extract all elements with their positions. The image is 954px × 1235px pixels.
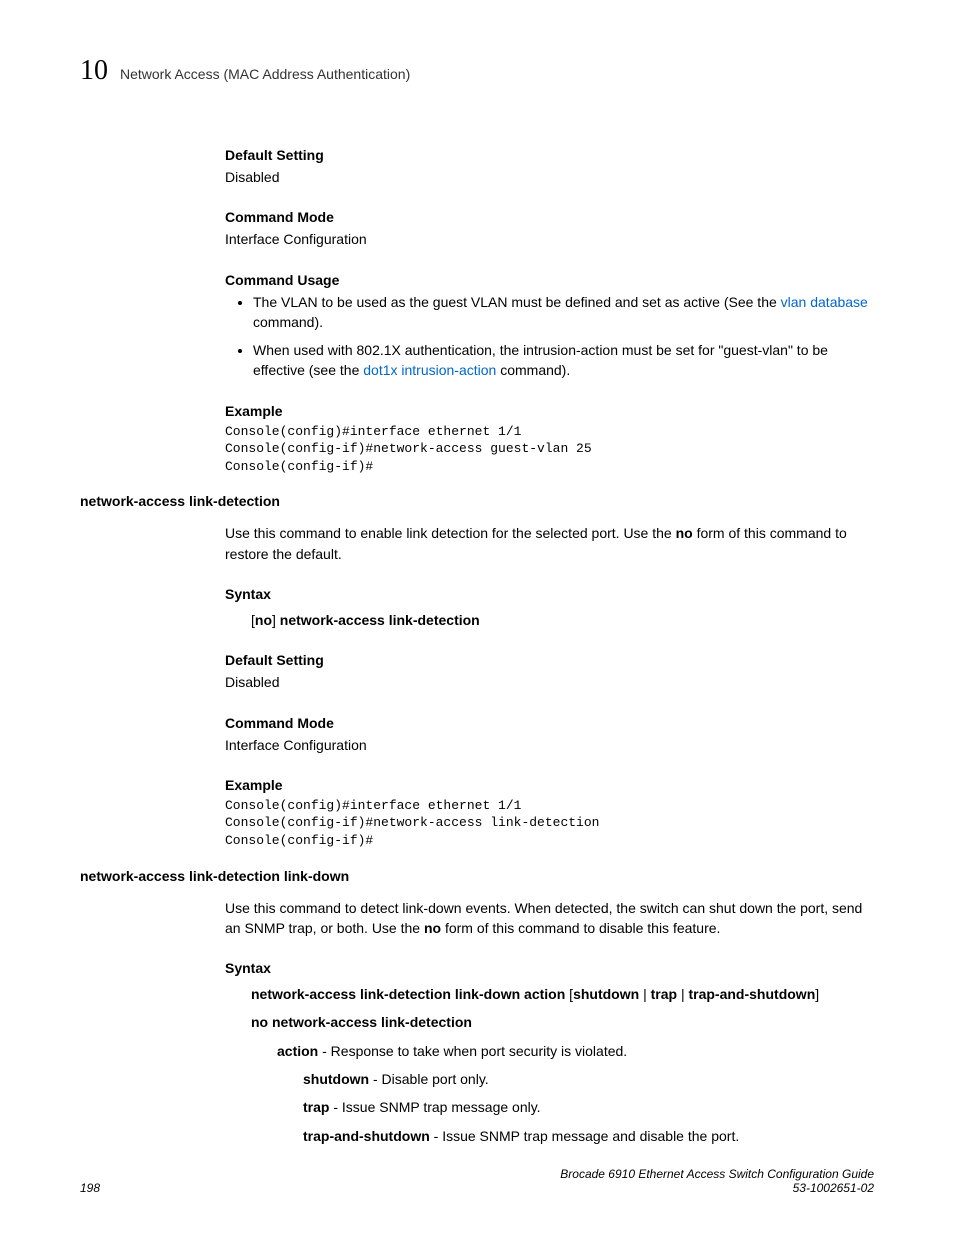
example-code: Console(config)#interface ethernet 1/1 C…: [225, 423, 874, 476]
text: |: [639, 986, 650, 1002]
param-desc: - Disable port only.: [369, 1071, 489, 1087]
param-shutdown: shutdown - Disable port only.: [303, 1069, 874, 1089]
syntax-line: [no] network-access link-detection: [251, 610, 874, 630]
syntax-command: network-access link-detection: [280, 612, 480, 628]
usage-list: The VLAN to be used as the guest VLAN mu…: [225, 292, 874, 381]
chapter-number: 10: [80, 55, 108, 87]
heading-syntax: Syntax: [225, 586, 874, 602]
text: command).: [496, 362, 570, 378]
dot1x-intrusion-link[interactable]: dot1x intrusion-action: [363, 362, 496, 378]
param-trap-and-shutdown: trap-and-shutdown - Issue SNMP trap mess…: [303, 1126, 874, 1146]
command-description: Use this command to enable link detectio…: [225, 523, 874, 564]
heading-default-setting: Default Setting: [225, 147, 874, 163]
param-name: trap-and-shutdown: [303, 1128, 430, 1144]
page-number: 198: [80, 1181, 100, 1195]
chapter-title: Network Access (MAC Address Authenticati…: [120, 66, 410, 82]
command-name: network-access link-detection: [80, 493, 874, 509]
mode-value: Interface Configuration: [225, 229, 874, 249]
text: ]: [815, 986, 819, 1002]
usage-item: The VLAN to be used as the guest VLAN mu…: [253, 292, 874, 333]
syntax-line: network-access link-detection link-down …: [251, 984, 874, 1004]
heading-example: Example: [225, 777, 874, 793]
no-keyword: no: [424, 920, 441, 936]
no-keyword: no: [255, 612, 272, 628]
doc-number: 53-1002651-02: [560, 1181, 874, 1195]
heading-command-mode: Command Mode: [225, 715, 874, 731]
syntax-command: network-access link-detection link-down …: [251, 986, 565, 1002]
text: ]: [272, 612, 280, 628]
page-footer: 198 Brocade 6910 Ethernet Access Switch …: [80, 1167, 874, 1195]
doc-title: Brocade 6910 Ethernet Access Switch Conf…: [560, 1167, 874, 1181]
param-trap: trap - Issue SNMP trap message only.: [303, 1097, 874, 1117]
page-header: 10 Network Access (MAC Address Authentic…: [80, 55, 874, 87]
param-name: trap: [303, 1099, 329, 1115]
syntax-option: trap: [651, 986, 677, 1002]
param-action: action - Response to take when port secu…: [277, 1041, 874, 1061]
footer-right: Brocade 6910 Ethernet Access Switch Conf…: [560, 1167, 874, 1195]
syntax-option: shutdown: [573, 986, 639, 1002]
syntax-option: trap-and-shutdown: [688, 986, 815, 1002]
param-name: action: [277, 1043, 318, 1059]
heading-syntax: Syntax: [225, 960, 874, 976]
page-container: 10 Network Access (MAC Address Authentic…: [0, 0, 954, 1235]
command-name: network-access link-detection link-down: [80, 868, 874, 884]
vlan-database-link[interactable]: vlan database: [781, 294, 868, 310]
text: |: [677, 986, 688, 1002]
default-value: Disabled: [225, 167, 874, 187]
param-desc: - Response to take when port security is…: [318, 1043, 627, 1059]
command-description: Use this command to detect link-down eve…: [225, 898, 874, 939]
syntax-no-form: no network-access link-detection: [251, 1014, 472, 1030]
heading-example: Example: [225, 403, 874, 419]
no-keyword: no: [676, 525, 693, 541]
text: [: [565, 986, 573, 1002]
param-desc: - Issue SNMP trap message and disable th…: [430, 1128, 739, 1144]
heading-command-mode: Command Mode: [225, 209, 874, 225]
text: form of this command to disable this fea…: [441, 920, 720, 936]
text: Use this command to enable link detectio…: [225, 525, 676, 541]
usage-item: When used with 802.1X authentication, th…: [253, 340, 874, 381]
text: command).: [253, 314, 323, 330]
example-code: Console(config)#interface ethernet 1/1 C…: [225, 797, 874, 850]
text: The VLAN to be used as the guest VLAN mu…: [253, 294, 781, 310]
param-desc: - Issue SNMP trap message only.: [329, 1099, 540, 1115]
syntax-line: no network-access link-detection: [251, 1012, 874, 1032]
main-content: Default Setting Disabled Command Mode In…: [225, 147, 874, 1146]
heading-default-setting: Default Setting: [225, 652, 874, 668]
mode-value: Interface Configuration: [225, 735, 874, 755]
param-name: shutdown: [303, 1071, 369, 1087]
default-value: Disabled: [225, 672, 874, 692]
heading-command-usage: Command Usage: [225, 272, 874, 288]
